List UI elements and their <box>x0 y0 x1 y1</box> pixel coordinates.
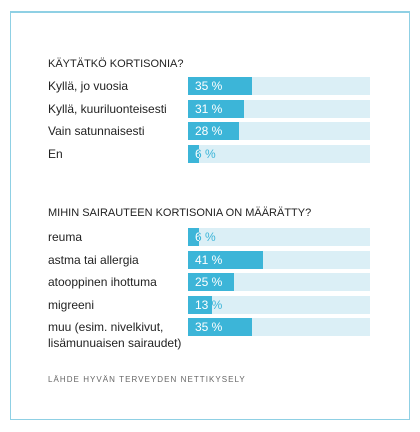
bar-value-label: 25 % <box>195 275 223 289</box>
infographic-frame <box>10 11 410 420</box>
bar-value-label: 35 % <box>195 79 223 93</box>
bar: 31 % <box>188 99 245 118</box>
bar: 41 % <box>188 250 263 269</box>
chart-title: MIHIN SAIRAUTEEN KORTISONIA ON MÄÄRÄTTY? <box>48 207 312 219</box>
bar-track: 35 %35 % <box>188 318 370 336</box>
bar-track: 31 %31 % <box>188 99 370 118</box>
bar-value-label: 31 % <box>195 101 223 116</box>
source-note: LÄHDE HYVÄN TERVEYDEN NETTIKYSELY <box>48 375 246 384</box>
bar-category-label: muu (esim. nivelkivut, lisämunuaisen sai… <box>48 320 182 350</box>
bar: 13 % <box>188 295 212 314</box>
bar: 35 % <box>188 77 252 95</box>
bar-row: En 6 %6 % <box>48 144 370 163</box>
bar-value-label-overflow: 6 % <box>195 230 216 244</box>
bar-track: 13 %13 % <box>188 295 370 314</box>
bar: 28 % <box>188 122 239 140</box>
bar: 6 % <box>188 144 199 163</box>
bar-row: Kyllä, kuuriluonteisesti 31 %31 % <box>48 99 370 118</box>
bar-row: reuma 6 %6 % <box>48 228 370 246</box>
bar-track: 28 %28 % <box>188 122 370 140</box>
bar: 35 % <box>188 318 252 336</box>
bar-category-label: migreeni <box>48 297 95 312</box>
bar-category-label: En <box>48 146 63 161</box>
bar: 25 % <box>188 273 234 291</box>
bar-row: migreeni 13 %13 % <box>48 295 370 314</box>
bar-category-label: Kyllä, jo vuosia <box>48 79 129 93</box>
bar-track: 6 %6 % <box>188 144 370 163</box>
bar-track: 6 %6 % <box>188 228 370 246</box>
bar-row: Kyllä, jo vuosia 35 %35 % <box>48 77 370 95</box>
bar-track: 41 %41 % <box>188 250 370 269</box>
bar-category-label: Vain satunnaisesti <box>48 124 145 138</box>
bar-track: 35 %35 % <box>188 77 370 95</box>
bar-row: atooppinen ihottuma 25 %25 % <box>48 273 370 291</box>
bar-track: 25 %25 % <box>188 273 370 291</box>
bar-value-label: 13 % <box>195 297 212 312</box>
bar-value-label: 35 % <box>195 320 223 334</box>
bar-category-label: astma tai allergia <box>48 252 139 267</box>
bar-value-label: 41 % <box>195 252 223 267</box>
chart-title: KÄYTÄTKÖ KORTISONIA? <box>48 58 184 70</box>
bar-category-label: Kyllä, kuuriluonteisesti <box>48 101 167 116</box>
bar-category-label: atooppinen ihottuma <box>48 275 157 289</box>
bar: 6 % <box>188 228 199 246</box>
bar-row: Vain satunnaisesti 28 %28 % <box>48 122 370 140</box>
bar-value-label: 6 % <box>195 230 199 244</box>
bar-value-label-overflow: 6 % <box>195 146 216 161</box>
bar-row: muu (esim. nivelkivut, lisämunuaisen sai… <box>48 318 370 350</box>
bar-row: astma tai allergia 41 %41 % <box>48 250 370 269</box>
bar-category-label: reuma <box>48 230 83 244</box>
bar-value-label: 6 % <box>195 146 199 161</box>
bar-value-label: 28 % <box>195 124 223 138</box>
